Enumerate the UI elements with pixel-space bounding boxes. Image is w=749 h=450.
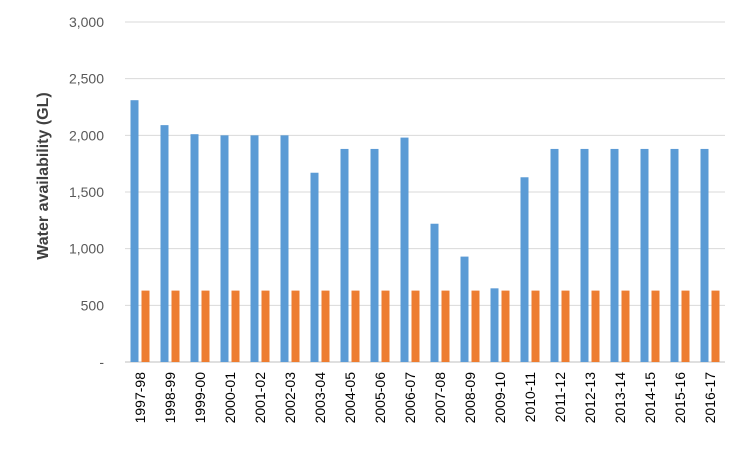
y-tick-label: 1,500 — [69, 184, 104, 200]
x-tick-label: 2013-14 — [612, 372, 628, 424]
bar-series-2 — [621, 290, 630, 362]
bar-series-2 — [171, 290, 180, 362]
bar-series-2 — [531, 290, 540, 362]
x-tick-label: 2010-11 — [522, 372, 538, 423]
x-tick-label: 2007-08 — [432, 372, 448, 424]
bar-series-1 — [310, 172, 319, 362]
y-tick-label: 3,000 — [69, 14, 104, 30]
x-tick-label: 2014-15 — [642, 372, 658, 424]
bar-series-1 — [700, 148, 709, 362]
x-tick-label: 2015-16 — [672, 372, 688, 424]
y-tick-label: 1,000 — [69, 241, 104, 257]
x-tick-label: 1998-99 — [162, 372, 178, 424]
x-tick-label: 2004-05 — [342, 372, 358, 424]
bar-series-2 — [591, 290, 600, 362]
bar-series-1 — [280, 135, 289, 362]
x-tick-label: 1997-98 — [132, 372, 148, 424]
bar-series-2 — [321, 290, 330, 362]
y-axis-title: Water availability (GL) — [35, 92, 52, 259]
bars — [130, 100, 720, 362]
x-tick-label: 2016-17 — [702, 372, 718, 424]
bar-series-1 — [130, 100, 139, 362]
x-tick-label: 2001-02 — [252, 372, 268, 424]
bar-series-2 — [411, 290, 420, 362]
bar-series-2 — [291, 290, 300, 362]
bar-series-1 — [670, 148, 679, 362]
bar-series-1 — [370, 148, 379, 362]
bar-series-2 — [651, 290, 660, 362]
x-axis-ticks: 1997-98 1998-99 1999-00 2000-01 2001-02 2002-… — [132, 372, 718, 424]
bar-series-2 — [141, 290, 150, 362]
x-tick-label: 2006-07 — [402, 372, 418, 424]
y-tick-label: 2,000 — [69, 127, 104, 143]
y-axis-ticks: - 500 1,000 1,500 2,000 2,500 3,000 — [69, 14, 104, 370]
bar-series-2 — [351, 290, 360, 362]
bar-series-1 — [460, 256, 469, 362]
bar-series-1 — [400, 137, 409, 362]
bar-series-2 — [441, 290, 450, 362]
x-tick-label: 2012-13 — [582, 372, 598, 424]
x-tick-label: 2000-01 — [222, 372, 238, 424]
bar-series-1 — [250, 135, 259, 362]
bar-series-1 — [340, 148, 349, 362]
bar-series-1 — [220, 135, 229, 362]
x-tick-label: 2005-06 — [372, 372, 388, 424]
bar-series-2 — [501, 290, 510, 362]
bar-series-2 — [681, 290, 690, 362]
x-tick-label: 2009-10 — [492, 372, 508, 424]
bar-series-2 — [201, 290, 210, 362]
x-tick-label: 2008-09 — [462, 372, 478, 424]
x-tick-label: 2002-03 — [282, 372, 298, 424]
y-tick-label: 500 — [81, 297, 105, 313]
bar-series-2 — [231, 290, 240, 362]
bar-series-1 — [610, 148, 619, 362]
x-tick-label: 1999-00 — [192, 372, 208, 424]
x-tick-label: 2011-12 — [552, 372, 568, 423]
bar-series-2 — [561, 290, 570, 362]
bar-series-1 — [490, 288, 499, 362]
bar-series-2 — [711, 290, 720, 362]
bar-series-1 — [520, 177, 529, 362]
bar-series-1 — [640, 148, 649, 362]
bar-series-2 — [381, 290, 390, 362]
bar-series-1 — [580, 148, 589, 362]
bar-series-1 — [550, 148, 559, 362]
y-tick-label: 2,500 — [69, 71, 104, 87]
bar-series-1 — [160, 125, 169, 362]
y-tick-label: - — [99, 354, 104, 370]
bar-series-1 — [190, 134, 199, 362]
x-tick-label: 2003-04 — [312, 372, 328, 424]
bar-series-2 — [471, 290, 480, 362]
bar-series-1 — [430, 223, 439, 362]
gridlines — [125, 21, 725, 363]
bar-series-2 — [261, 290, 270, 362]
